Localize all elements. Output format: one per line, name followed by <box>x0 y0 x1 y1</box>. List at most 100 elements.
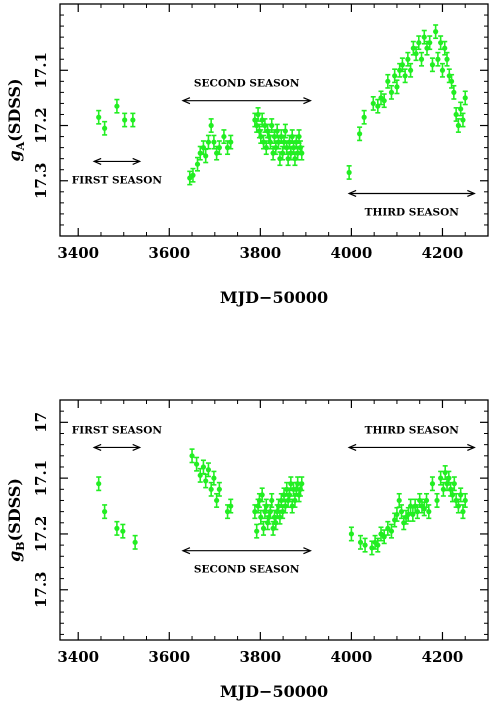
data-point <box>385 78 391 84</box>
data-point <box>451 481 457 487</box>
data-point <box>453 111 459 118</box>
data-point <box>394 511 400 518</box>
data-point <box>402 73 408 79</box>
data-point <box>292 497 298 504</box>
data-point <box>203 478 209 484</box>
data-point <box>259 492 265 498</box>
y-axis-label-a-sub: A <box>14 141 27 151</box>
data-point <box>407 67 414 73</box>
data-point <box>211 475 217 481</box>
season-arrow-head-left <box>92 157 102 165</box>
data-point <box>385 525 391 531</box>
data-point <box>444 56 450 62</box>
data-point <box>442 45 448 51</box>
data-point <box>189 453 195 459</box>
data-point <box>357 539 364 545</box>
data-point <box>258 514 264 520</box>
season-label: FIRST SEASON <box>72 174 163 186</box>
x-tick-label: 4200 <box>422 648 464 666</box>
x-tick-label: 3600 <box>148 244 190 262</box>
data-point <box>429 62 436 68</box>
plot-frame-a <box>59 3 489 237</box>
data-point <box>398 509 405 515</box>
y-tick-label: 17.2 <box>32 516 50 553</box>
season-arrow-head-left <box>347 443 357 451</box>
y-axis-label-a-main: g <box>5 150 24 161</box>
data-point <box>274 128 280 134</box>
season-arrow-head-right <box>132 157 142 165</box>
data-point <box>413 51 419 57</box>
data-point <box>361 114 367 120</box>
data-point <box>435 56 441 62</box>
data-point <box>211 139 217 145</box>
season-arrow-head-right <box>467 189 476 198</box>
data-point <box>267 509 273 515</box>
data-point <box>388 89 395 95</box>
data-point <box>267 139 273 145</box>
season-annotations-b: FIRST SEASON SECOND SEASON THIRD SEASON <box>72 424 476 576</box>
y-axis-label-b-sub: B <box>14 541 27 550</box>
axis-ticks-b: 3400 3600 3800 4000 4200 17 17.1 17.2 17.3 <box>32 399 489 666</box>
season-arrow-head-left <box>347 189 357 198</box>
x-axis-label-a: MJD−50000 <box>220 288 328 307</box>
data-point <box>299 150 305 156</box>
data-point <box>96 481 102 487</box>
data-point <box>102 125 108 131</box>
data-point <box>388 528 395 534</box>
data-point <box>132 539 138 545</box>
data-point <box>396 497 402 504</box>
data-point <box>433 29 439 35</box>
season-annotations-a: FIRST SEASON SECOND SEASON THIRD SEASON <box>72 78 476 218</box>
data-point <box>289 133 295 140</box>
y-axis-label-b: gB(SDSS) <box>5 478 27 562</box>
x-axis-label-b: MJD−50000 <box>220 682 328 701</box>
data-points-b <box>96 448 468 556</box>
data-point <box>280 150 286 156</box>
season-arrow-head-left <box>92 443 102 451</box>
data-point <box>458 106 464 112</box>
data-point <box>194 161 201 167</box>
x-tick-label: 3800 <box>239 648 281 666</box>
axis-ticks-a: 3400 3600 3800 4000 4200 17.1 17.2 17.3 <box>32 3 489 262</box>
data-point <box>357 131 363 137</box>
light-curve-panel-b: 3400 3600 3800 4000 4200 17 17.1 17.2 17.3 FIRST… <box>5 399 489 701</box>
data-point <box>214 497 220 504</box>
data-point <box>451 89 457 95</box>
data-point <box>269 122 275 129</box>
y-tick-label: 17 <box>32 412 50 433</box>
x-tick-label: 4000 <box>331 648 373 666</box>
data-point <box>370 100 376 107</box>
data-point <box>460 509 466 515</box>
data-point <box>205 139 212 145</box>
data-point <box>193 461 200 467</box>
data-point <box>102 509 108 515</box>
plot-frame-b <box>59 399 489 641</box>
y-tick-label: 17.1 <box>32 460 50 497</box>
data-point <box>208 122 214 129</box>
season-label: THIRD SEASON <box>365 206 460 218</box>
data-point <box>205 467 212 473</box>
data-point <box>438 475 444 481</box>
y-axis-label-b-main: g <box>5 551 24 562</box>
y-tick-label: 17.3 <box>32 162 50 199</box>
data-point <box>405 56 411 62</box>
data-point <box>438 40 444 46</box>
data-point <box>346 169 352 176</box>
data-point <box>429 481 436 487</box>
data-point <box>426 509 432 515</box>
x-tick-label: 3400 <box>57 648 99 666</box>
data-point <box>114 525 120 531</box>
data-point <box>200 464 207 470</box>
season-arrow-head-right <box>132 443 142 451</box>
data-point <box>427 40 433 46</box>
x-tick-label: 3800 <box>239 244 281 262</box>
y-axis-label-a-tail: (SDSS) <box>5 78 24 141</box>
data-point <box>423 497 430 504</box>
data-point <box>375 542 381 548</box>
data-point <box>421 34 427 40</box>
data-point <box>254 528 260 534</box>
data-point <box>462 497 468 504</box>
data-point <box>263 503 269 509</box>
data-point <box>416 40 422 46</box>
data-point <box>221 133 227 140</box>
